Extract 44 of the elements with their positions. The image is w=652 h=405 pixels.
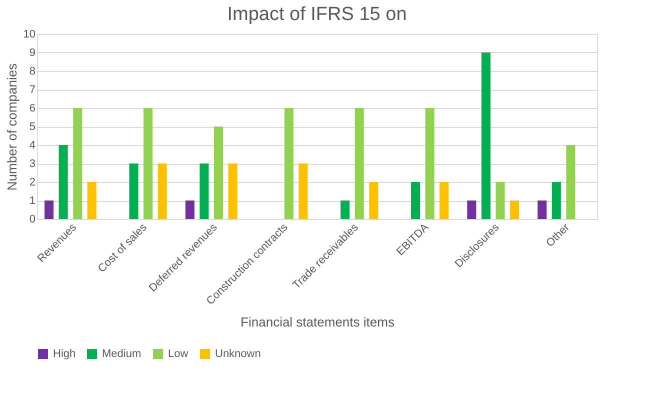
y-tick-label: 0 <box>29 214 36 226</box>
y-tick-label: 5 <box>29 121 36 133</box>
bar <box>440 182 449 219</box>
bar <box>552 182 561 219</box>
legend-label: Medium <box>102 348 142 360</box>
bar <box>481 52 490 219</box>
chart-title: Impact of IFRS 15 on <box>227 4 407 25</box>
y-tick-label: 7 <box>29 84 36 96</box>
bar <box>228 164 238 219</box>
bar <box>496 182 505 219</box>
bar <box>144 108 153 219</box>
bar <box>87 182 96 219</box>
legend-label: Unknown <box>215 348 261 360</box>
y-tick-label: 9 <box>29 47 36 59</box>
bar <box>411 182 420 219</box>
bar <box>129 164 138 219</box>
y-tick-label: 3 <box>29 158 36 170</box>
bar <box>354 108 364 219</box>
bar <box>340 200 350 219</box>
bar <box>214 126 223 219</box>
bar <box>158 164 167 219</box>
bar <box>510 200 520 219</box>
x-axis-title: Financial statements items <box>240 314 395 330</box>
bar <box>73 108 82 219</box>
y-tick-label: 6 <box>29 102 36 114</box>
bar <box>185 200 194 219</box>
bar <box>298 164 308 219</box>
bar <box>369 182 378 219</box>
bar <box>284 108 294 219</box>
bar <box>467 200 476 219</box>
y-tick-label: 1 <box>29 195 36 207</box>
y-tick-label: 8 <box>29 66 36 78</box>
y-axis-title: Number of companies <box>4 62 20 191</box>
bar <box>200 164 209 219</box>
bar <box>58 145 68 219</box>
bar <box>538 200 547 219</box>
y-tick-label: 2 <box>29 176 36 188</box>
y-tick-label: 4 <box>29 140 36 152</box>
legend-label: High <box>53 348 76 360</box>
bar <box>566 145 576 219</box>
y-tick-label: 10 <box>23 28 36 40</box>
bar <box>44 200 54 219</box>
legend-label: Low <box>168 348 188 360</box>
bar <box>425 108 434 219</box>
